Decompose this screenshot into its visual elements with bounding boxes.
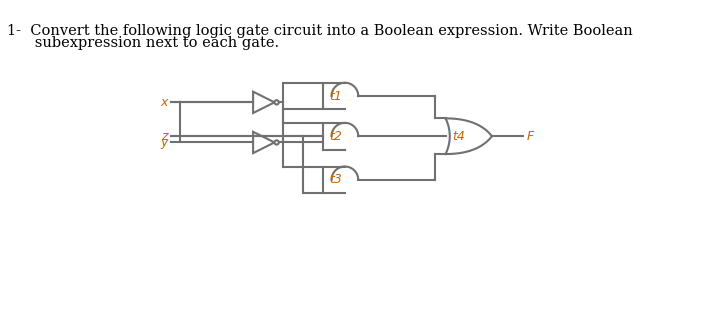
Text: x: x: [160, 96, 168, 109]
Text: t2: t2: [330, 130, 343, 143]
Text: F: F: [527, 130, 534, 143]
Text: t3: t3: [330, 173, 343, 186]
Text: 1-  Convert the following logic gate circuit into a Boolean expression. Write Bo: 1- Convert the following logic gate circ…: [7, 24, 633, 38]
Text: t1: t1: [330, 90, 343, 103]
Text: subexpression next to each gate.: subexpression next to each gate.: [7, 36, 279, 50]
Text: y: y: [160, 136, 168, 149]
Text: t4: t4: [452, 130, 465, 143]
Text: z: z: [161, 130, 168, 143]
